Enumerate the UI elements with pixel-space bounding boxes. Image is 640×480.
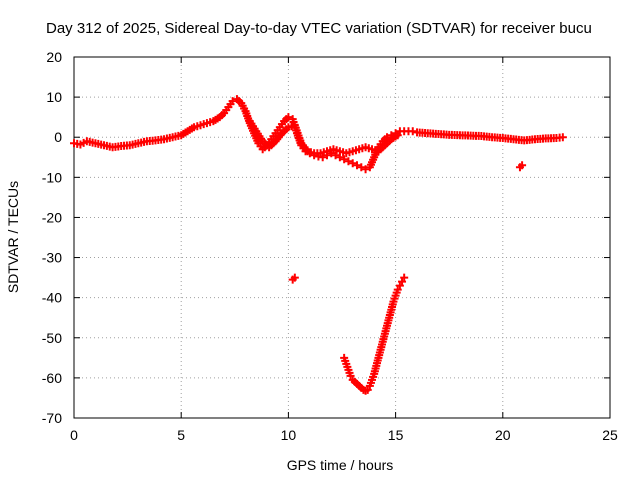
- data-point: [361, 165, 370, 174]
- y-tick-label: -20: [42, 209, 62, 225]
- y-axis-label: SDTVAR / TECUs: [5, 181, 21, 293]
- chart-title: Day 312 of 2025, Sidereal Day-to-day VTE…: [46, 20, 592, 37]
- y-tick-label: -60: [42, 370, 62, 386]
- data-points: [70, 95, 567, 395]
- data-point: [363, 385, 372, 394]
- x-tick-label: 20: [495, 427, 511, 443]
- y-tick-label: -40: [42, 290, 62, 306]
- data-point: [393, 131, 402, 140]
- data-point: [395, 281, 404, 290]
- y-tick-label: 0: [54, 129, 62, 145]
- data-point: [393, 285, 402, 294]
- data-point: [558, 133, 567, 142]
- data-point: [318, 153, 327, 162]
- y-tick-label: -10: [42, 169, 62, 185]
- data-point: [346, 371, 355, 380]
- data-point: [398, 277, 407, 286]
- y-tick-label: -50: [42, 330, 62, 346]
- y-tick-label: -30: [42, 250, 62, 266]
- data-point: [290, 273, 299, 282]
- y-tick-label: -70: [42, 410, 62, 426]
- data-point: [353, 161, 362, 170]
- data-point: [400, 273, 409, 282]
- data-point: [331, 151, 340, 160]
- x-axis-label: GPS time / hours: [287, 457, 394, 473]
- grid: [74, 57, 610, 418]
- y-tick-label: 20: [46, 49, 62, 65]
- data-point: [357, 163, 366, 172]
- x-tick-label: 5: [177, 427, 185, 443]
- x-tick-label: 25: [602, 427, 618, 443]
- x-tick-label: 0: [70, 427, 78, 443]
- y-tick-label: 10: [46, 89, 62, 105]
- x-tick-label: 15: [388, 427, 404, 443]
- data-point: [344, 157, 353, 166]
- x-tick-label: 10: [281, 427, 297, 443]
- plot-frame: [73, 56, 611, 419]
- axis-ticks: 0 5 10 15 20 25 -70 -60 -50 -40 -30 -20 -10 0 10 20: [42, 49, 618, 443]
- data-point: [348, 159, 357, 168]
- data-point: [284, 113, 293, 122]
- data-point: [340, 155, 349, 164]
- data-point: [518, 161, 527, 170]
- data-point: [408, 127, 417, 136]
